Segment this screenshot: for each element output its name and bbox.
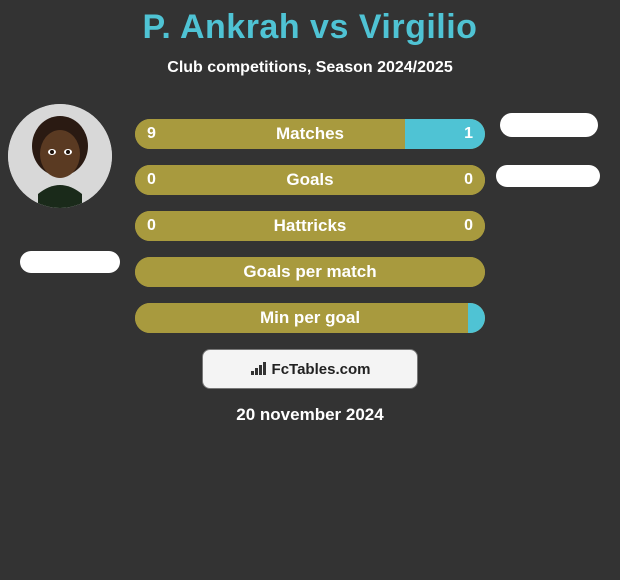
- bar-value-right: 0: [464, 165, 473, 195]
- content-area: 9 Matches 1 0 Goals 0 0 Hattricks 0: [0, 119, 620, 425]
- bar-label: Hattricks: [135, 211, 485, 241]
- bar-label: Min per goal: [135, 303, 485, 333]
- player-right-badge-2: [496, 165, 600, 187]
- bar-label: Goals per match: [135, 257, 485, 287]
- player-right-badge-1: [500, 113, 598, 137]
- stat-bar-goals-per-match: Goals per match: [135, 257, 485, 287]
- stat-bar-hattricks: 0 Hattricks 0: [135, 211, 485, 241]
- source-logo-box: FcTables.com: [202, 349, 418, 389]
- source-logo-text: FcTables.com: [272, 361, 371, 378]
- avatar-placeholder-icon: [8, 104, 112, 208]
- bar-value-left: 9: [147, 119, 156, 149]
- stat-bar-matches: 9 Matches 1: [135, 119, 485, 149]
- stat-bar-min-per-goal: Min per goal: [135, 303, 485, 333]
- bar-value-left: 0: [147, 211, 156, 241]
- source-logo: FcTables.com: [250, 361, 371, 378]
- player-left-name-badge: [20, 251, 120, 273]
- date: 20 november 2024: [0, 405, 620, 425]
- chart-icon: [250, 362, 268, 376]
- bar-value-right: 1: [464, 119, 473, 149]
- stats-card: P. Ankrah vs Virgilio Club competitions,…: [0, 0, 620, 425]
- player-left-avatar: [8, 104, 112, 208]
- bar-value-right: 0: [464, 211, 473, 241]
- title: P. Ankrah vs Virgilio: [0, 8, 620, 47]
- subtitle: Club competitions, Season 2024/2025: [0, 59, 620, 77]
- stat-bar-goals: 0 Goals 0: [135, 165, 485, 195]
- bar-label: Goals: [135, 165, 485, 195]
- bar-value-left: 0: [147, 165, 156, 195]
- bar-label: Matches: [135, 119, 485, 149]
- stat-bars: 9 Matches 1 0 Goals 0 0 Hattricks 0: [135, 119, 485, 333]
